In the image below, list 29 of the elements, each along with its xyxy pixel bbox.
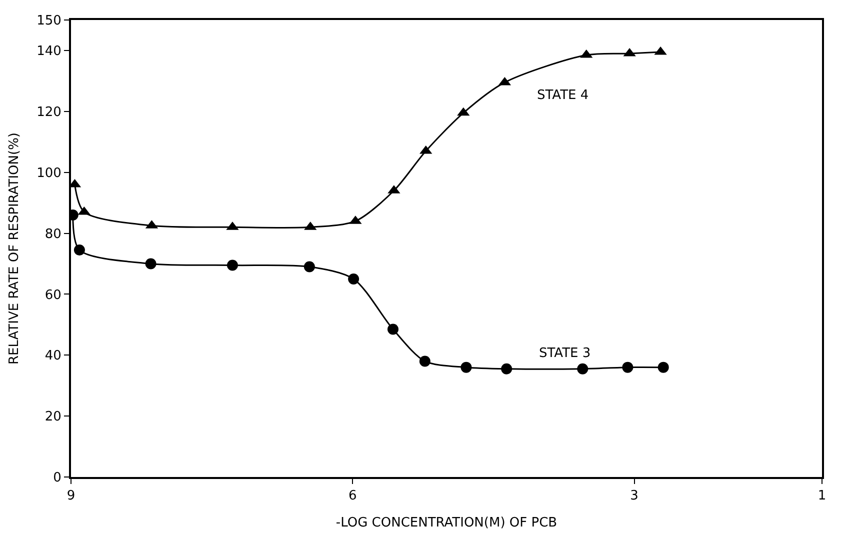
point [74, 244, 85, 256]
point [304, 261, 315, 272]
y-tick-label: 40 [44, 348, 62, 364]
point [460, 362, 472, 373]
y-tick-label: 100 [36, 166, 62, 181]
x-tick-label: 9 [66, 488, 76, 504]
point [419, 356, 430, 367]
y-axis-title: RELATIVE RATE OF RESPIRATION(%) [7, 132, 22, 364]
y-tick-label: 0 [53, 470, 62, 486]
series-label: STATE 3 [539, 346, 591, 361]
point [577, 363, 588, 374]
y-tick-label: 120 [36, 104, 62, 120]
x-axis-title: -LOG CONCENTRATION(M) OF PCB [336, 516, 558, 531]
y-tick-label: 80 [44, 226, 62, 242]
y-tick-label: 140 [36, 44, 62, 60]
point [145, 258, 156, 270]
point [387, 324, 398, 335]
point [348, 273, 360, 284]
point [622, 362, 634, 373]
x-tick-label: 3 [630, 488, 638, 504]
x-tick-label: 6 [348, 488, 357, 504]
y-tick-label: 20 [44, 410, 62, 425]
point [658, 362, 669, 373]
series-label: STATE 4 [537, 88, 589, 103]
point [226, 260, 238, 271]
y-tick-label: 150 [36, 14, 62, 29]
point [501, 363, 512, 374]
y-tick-label: 60 [44, 288, 62, 303]
x-tick-label: 1 [818, 488, 826, 504]
